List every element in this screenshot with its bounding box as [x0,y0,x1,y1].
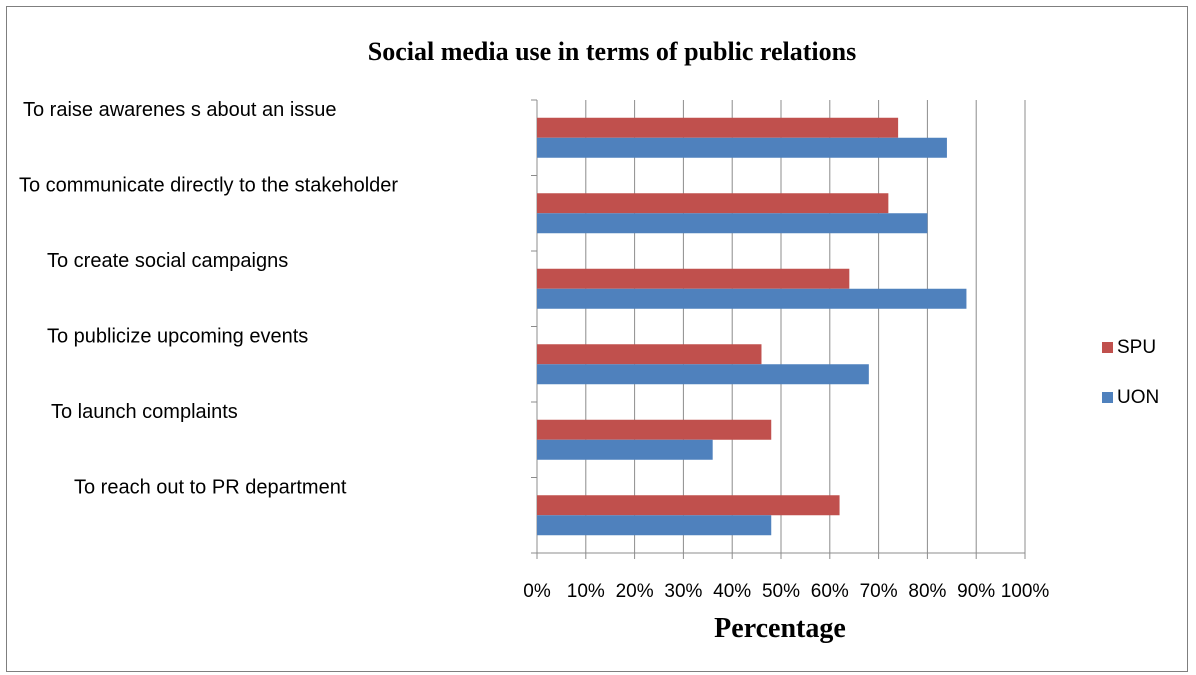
x-tick-label: 30% [664,581,702,602]
bar-uon [537,515,772,536]
legend-label-spu: SPU [1117,337,1156,358]
bar-uon [537,364,869,385]
bar-spu [537,419,772,440]
x-tick-label: 0% [523,581,551,602]
category-label: To launch complaints [51,401,238,423]
bar-uon [537,137,947,158]
legend: SPU UON [1102,337,1159,408]
x-tick-label: 100% [1001,581,1050,602]
bar-spu [537,193,889,214]
x-tick-label: 10% [567,581,605,602]
x-tick-label: 50% [762,581,800,602]
x-tick-label: 80% [908,581,946,602]
bar-spu [537,495,840,516]
x-tick-label: 70% [860,581,898,602]
tick-labels: 0% 10% 20% 30% 40% 50% 60% 70% 80% 90% 100% [523,581,1049,602]
x-axis-title: Percentage [714,613,846,644]
bar-uon [537,439,713,460]
chart-svg: Social media use in terms of public rela… [19,37,1159,644]
bar-spu [537,268,850,289]
x-tick-label: 40% [713,581,751,602]
bar-uon [537,213,928,234]
grid-layer [531,99,1026,559]
x-tick-label: 90% [957,581,995,602]
x-tick-label: 60% [811,581,849,602]
category-label: To publicize upcoming events [47,325,308,347]
legend-swatch-uon [1102,392,1113,403]
bar-uon [537,288,967,309]
category-label: To communicate directly to the stakehold… [19,174,398,196]
legend-swatch-spu [1102,342,1113,353]
bar-layer [537,117,967,536]
category-label: To raise awarenes s about an issue [23,99,337,121]
chart-title: Social media use in terms of public rela… [368,37,856,66]
chart-frame: Social media use in terms of public rela… [6,6,1188,672]
legend-label-uon: UON [1117,387,1159,408]
bar-spu [537,344,762,365]
category-label: To reach out to PR department [74,476,347,498]
category-labels: To raise awarenes s about an issue To com… [19,99,398,499]
x-tick-label: 20% [616,581,654,602]
category-label: To create social campaigns [47,250,288,272]
bar-spu [537,117,899,138]
